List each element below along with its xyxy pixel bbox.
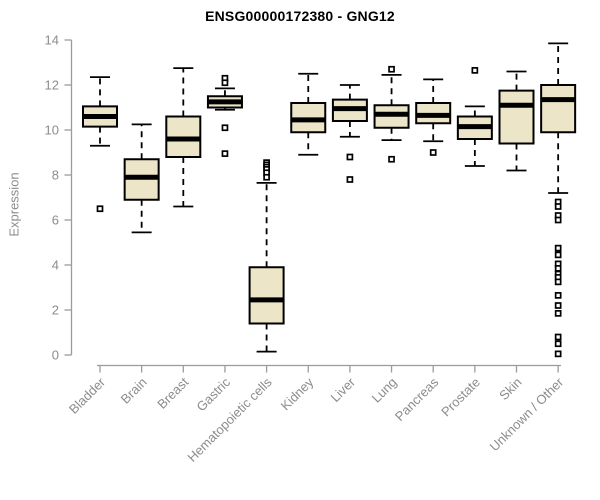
outlier-unknown-other	[554, 278, 562, 286]
outlier-lung	[388, 155, 395, 163]
x-category-label: Pancreas	[392, 374, 442, 424]
outlier-unknown-other	[554, 302, 562, 309]
outlier-prostate	[471, 67, 479, 74]
x-category-label: Breast	[154, 374, 191, 411]
y-tick-label: 12	[45, 78, 59, 93]
outlier-unknown-other	[554, 265, 562, 272]
chart-title: ENSG00000172380 - GNG12	[205, 8, 395, 24]
outlier-pancreas	[429, 149, 437, 156]
y-tick-label: 4	[52, 258, 59, 273]
outlier-unknown-other	[554, 251, 562, 259]
outlier-lung	[388, 65, 395, 73]
x-category-label: Unknown / Other	[487, 374, 567, 454]
y-tick-label: 10	[45, 123, 59, 138]
outlier-unknown-other	[554, 310, 562, 317]
outlier-unknown-other	[554, 333, 562, 341]
outlier-gastric	[221, 79, 229, 87]
x-category-label: Skin	[496, 375, 524, 403]
x-category-label: Liver	[327, 374, 358, 405]
x-category-label: Gastric	[193, 374, 233, 414]
x-category-label: Bladder	[66, 374, 109, 417]
y-tick-label: 0	[52, 348, 59, 363]
outlier-gastric	[221, 150, 229, 157]
y-tick-label: 8	[52, 168, 59, 183]
outlier-unknown-other	[554, 292, 562, 299]
y-tick-label: 14	[45, 33, 59, 48]
y-tick-label: 6	[52, 213, 59, 228]
box-unknown-other	[540, 84, 577, 134]
outlier-unknown-other	[554, 203, 562, 210]
box-skin	[498, 89, 535, 145]
y-tick-label: 2	[52, 303, 59, 318]
outlier-gastric	[221, 124, 229, 132]
outlier-unknown-other	[554, 340, 562, 348]
outlier-hematopoietic-cells	[263, 173, 270, 181]
outlier-liver	[346, 176, 354, 183]
x-category-label: Lung	[369, 375, 400, 406]
box-hematopoietic-cells	[248, 266, 285, 325]
x-category-label: Brain	[118, 375, 150, 407]
outlier-unknown-other	[554, 350, 562, 358]
x-category-label: Kidney	[278, 374, 317, 413]
outlier-unknown-other	[554, 216, 562, 224]
x-category-label: Prostate	[438, 375, 483, 420]
outlier-liver	[346, 153, 354, 161]
outlier-bladder	[96, 205, 104, 213]
outlier-unknown-other	[554, 244, 562, 252]
